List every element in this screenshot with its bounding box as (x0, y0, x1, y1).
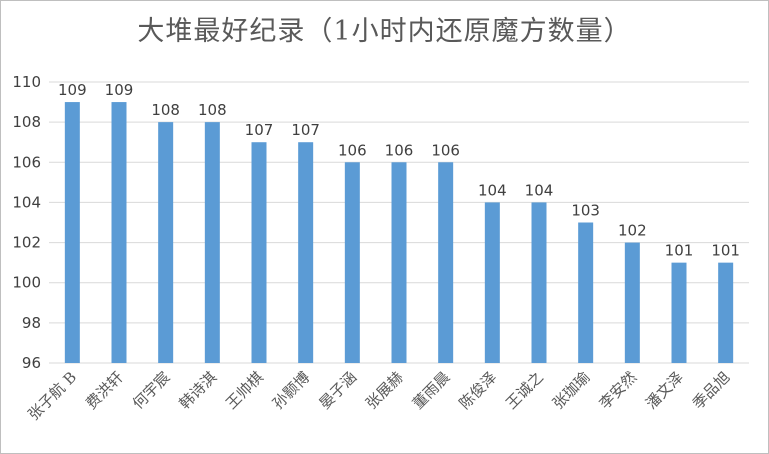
bar (531, 202, 547, 363)
data-label: 109 (58, 81, 87, 99)
data-label: 106 (338, 141, 367, 159)
bar (624, 242, 640, 363)
bar (111, 102, 127, 364)
data-label: 106 (431, 141, 460, 159)
bars (64, 102, 734, 364)
category-label: 张珈瑜 (549, 368, 594, 413)
category-label: 韩诗淇 (176, 368, 221, 413)
data-labels: 109 109 108 108 107 107 106 106 106 104 104 103 102 1… (58, 81, 740, 260)
bar (671, 262, 687, 363)
data-label: 108 (151, 101, 180, 119)
category-label: 李安然 (596, 368, 641, 413)
bar (204, 122, 220, 364)
y-tick-label: 110 (12, 73, 41, 91)
category-label: 张展赫 (362, 368, 407, 413)
chart-title: 大堆最好纪录（1小时内还原魔方数量） (137, 16, 632, 47)
data-label: 103 (571, 202, 600, 220)
y-tick-label: 108 (12, 113, 41, 131)
category-label: 季品旭 (689, 368, 734, 413)
category-label: 陈俊泽 (456, 368, 501, 413)
y-axis-ticks: 96 98 100 102 104 106 108 110 (12, 73, 41, 372)
category-label: 董雨晨 (409, 368, 454, 413)
y-tick-label: 102 (12, 234, 41, 252)
bar (344, 162, 360, 363)
y-tick-label: 106 (12, 153, 41, 171)
y-tick-label: 104 (12, 193, 41, 211)
category-label: 孙颢博 (269, 368, 314, 413)
category-label: 潘文泽 (642, 368, 687, 413)
category-label: 费洪轩 (82, 368, 127, 413)
data-label: 102 (618, 222, 647, 240)
bar (578, 222, 594, 363)
bar (438, 162, 454, 363)
bar (64, 102, 80, 364)
data-label: 107 (291, 121, 320, 139)
bar (298, 142, 314, 363)
category-label: 何宇宸 (129, 368, 174, 413)
data-label: 106 (385, 141, 414, 159)
data-label: 107 (245, 121, 274, 139)
data-label: 104 (478, 181, 507, 199)
category-label: 王诚之 (502, 368, 547, 413)
data-label: 108 (198, 101, 227, 119)
y-tick-label: 96 (22, 354, 41, 372)
bar (718, 262, 734, 363)
bar (158, 122, 174, 364)
category-label: 晏子涵 (316, 368, 361, 413)
data-label: 104 (525, 181, 554, 199)
bar (251, 142, 267, 363)
data-label: 109 (105, 81, 134, 99)
y-tick-label: 98 (22, 314, 41, 332)
category-label: 张子航 B (24, 368, 80, 424)
bar (391, 162, 407, 363)
data-label: 101 (711, 242, 740, 260)
category-label: 王帅棋 (222, 368, 267, 413)
category-labels: 张子航 B 费洪轩 何宇宸 韩诗淇 王帅棋 孙颢博 晏子涵 张展赫 董雨晨 陈俊泽 王诚之 张珈瑜 李安… (24, 368, 733, 424)
y-tick-label: 100 (12, 274, 41, 292)
data-label: 101 (665, 242, 694, 260)
bar (484, 202, 500, 363)
